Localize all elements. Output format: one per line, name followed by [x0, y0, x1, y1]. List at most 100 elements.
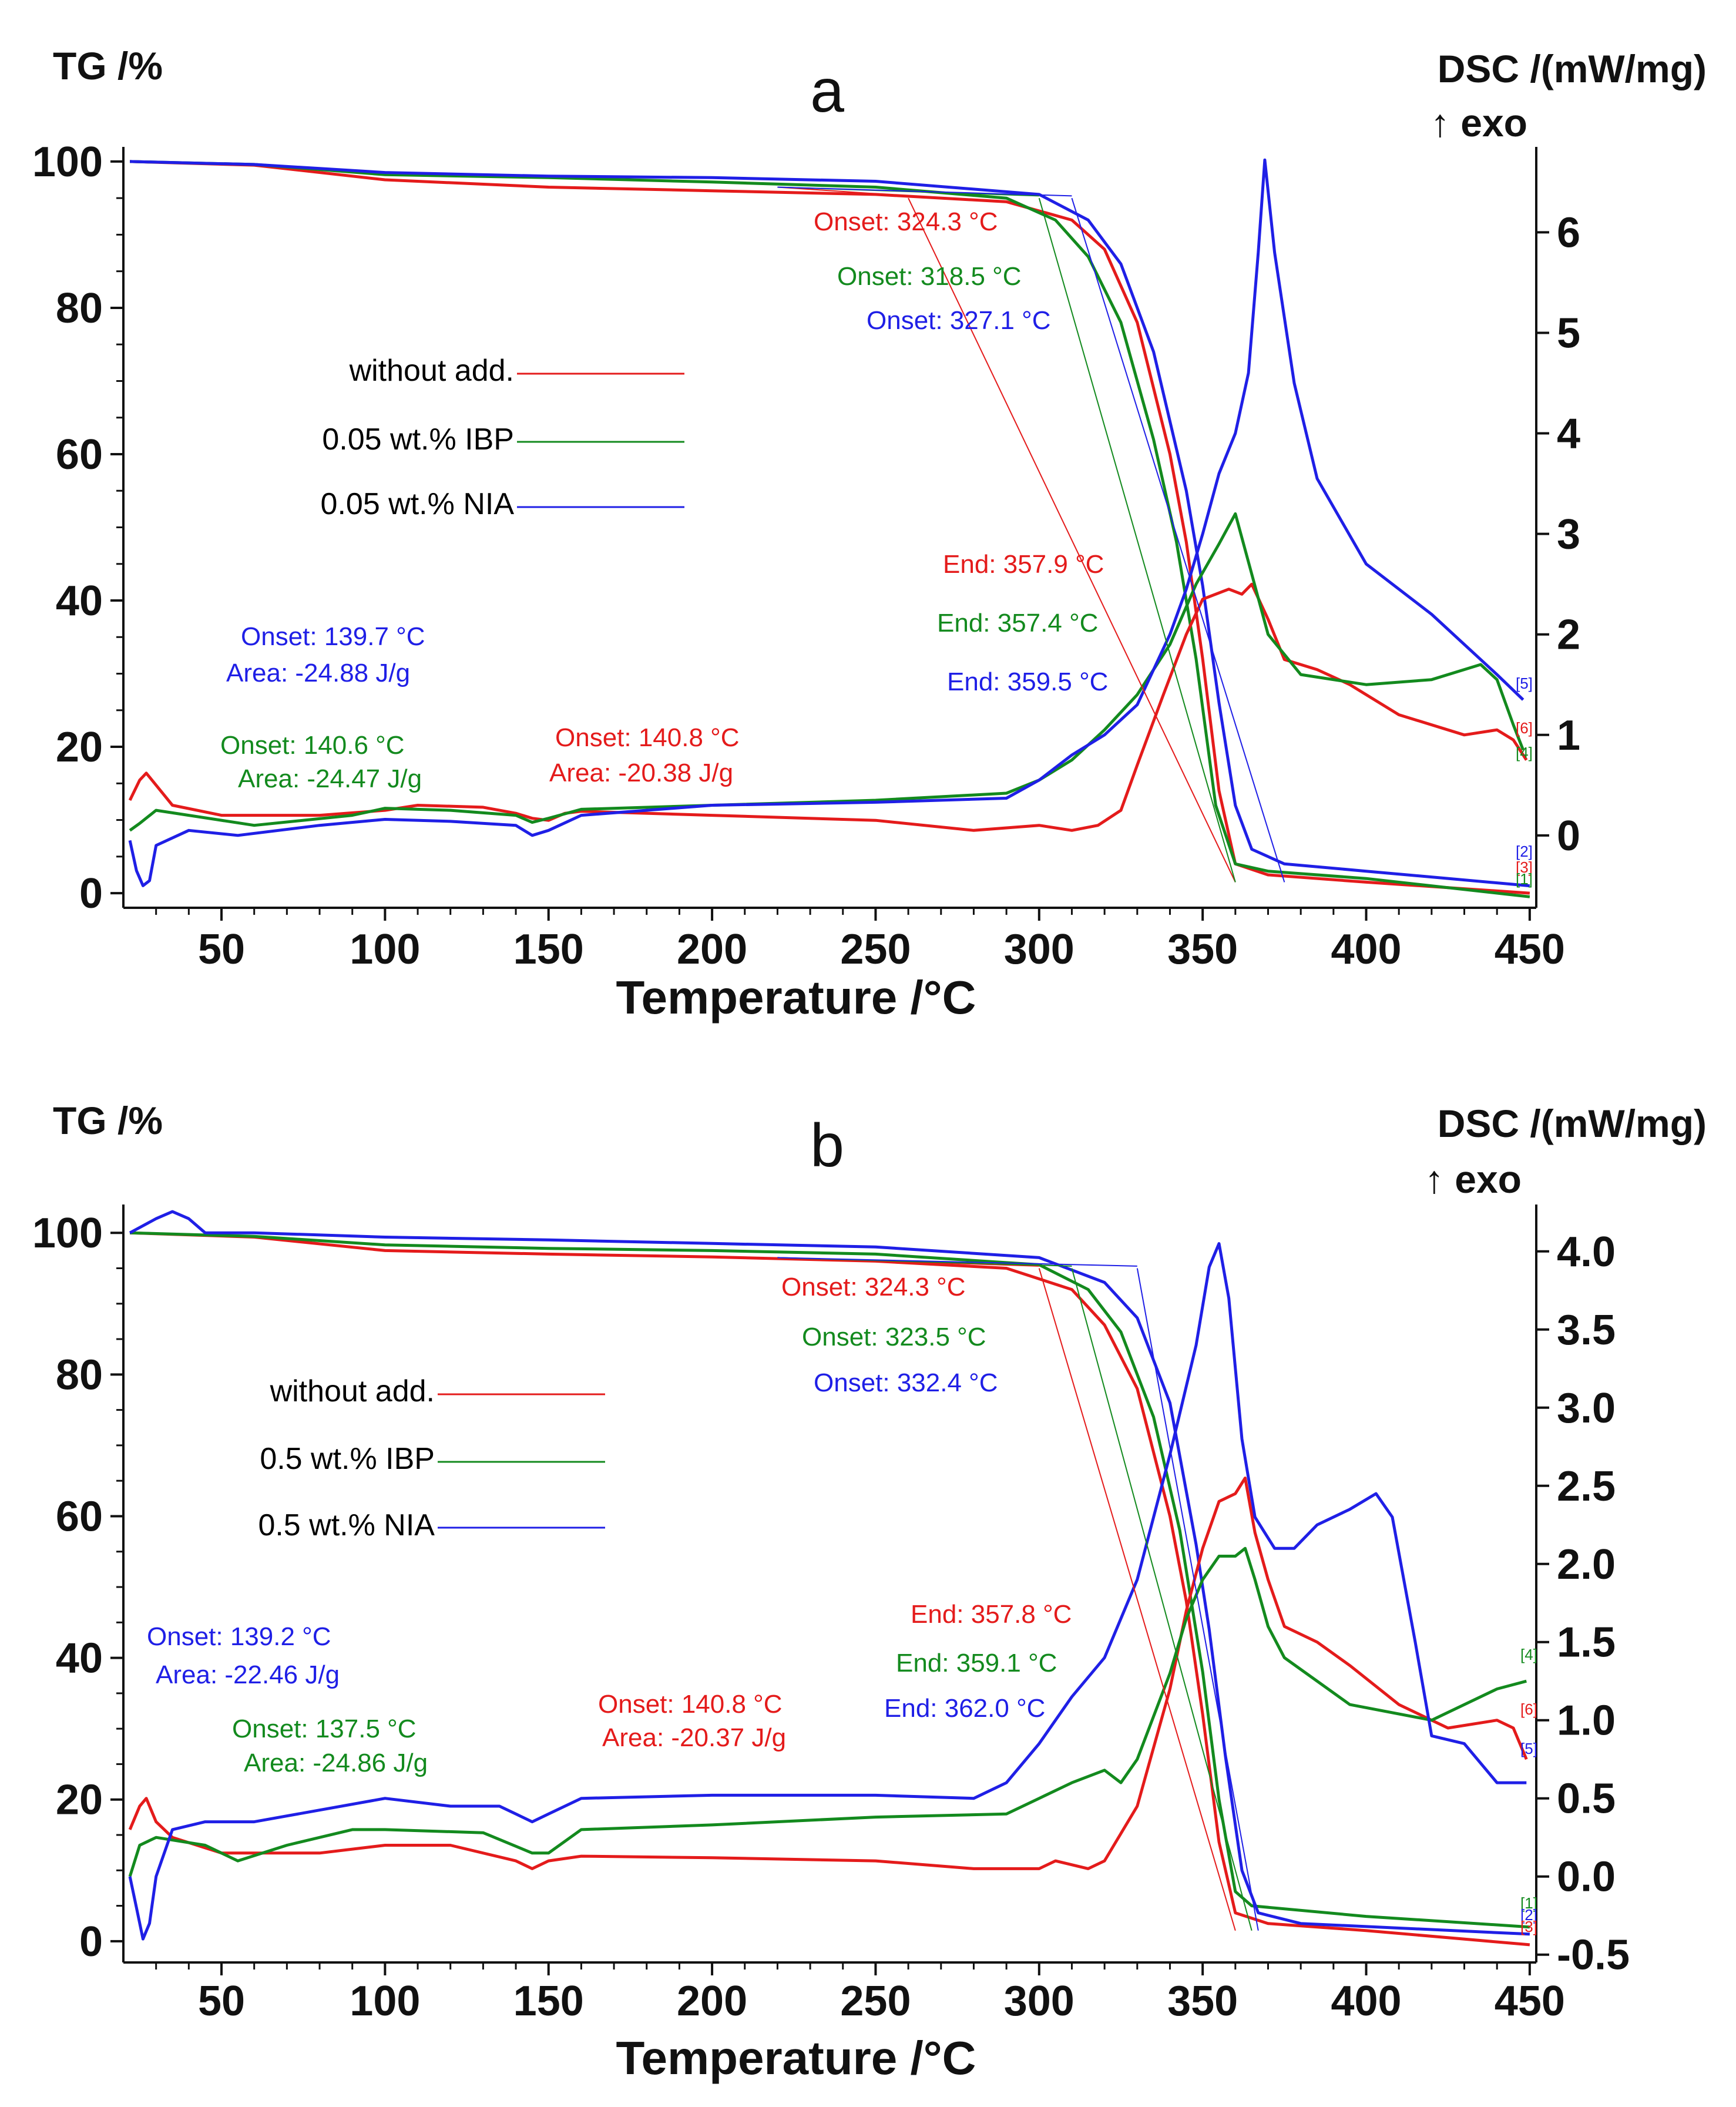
panel-b-end-tag-5: [5]	[1520, 1740, 1537, 1757]
panel-a-plot-frame	[122, 147, 1537, 909]
panel-a-ann-area-red: Area: -20.38 J/g	[549, 759, 733, 787]
panel-a-right-tick-label: 0	[1557, 813, 1580, 860]
panel-a-ann-area-blue: Area: -24.88 J/g	[226, 659, 410, 687]
panel-a-ann-onset-blue-low: Onset: 139.7 °C	[241, 622, 425, 651]
panel-b-end-tag-6: [6]	[1520, 1700, 1537, 1718]
panel-a-x-tick-label: 450	[1495, 926, 1565, 973]
panel-a-right-tick-label: 5	[1557, 310, 1580, 357]
panel-a-end-tag-3: [3]	[1516, 858, 1533, 876]
panel-b-x-tick-label: 100	[350, 1978, 420, 2025]
panel-b-left-axis-title: TG /%	[53, 1099, 163, 1142]
panel-a-title: a	[810, 57, 844, 125]
panel-b-right-tick-label: 1.0	[1557, 1697, 1616, 1744]
panel-a-x-tick-label: 50	[198, 926, 245, 973]
panel-b-right-tick-label: 4.0	[1557, 1229, 1616, 1276]
panel-a-x-tick-label: 200	[677, 926, 747, 973]
panel-b-x-tick-label: 150	[513, 1978, 584, 2025]
panel-b-x-tick-label: 450	[1495, 1978, 1565, 2025]
panel-b-series-without-add-tg	[130, 1231, 1530, 1947]
panel-b-ann-area-green: Area: -24.86 J/g	[244, 1749, 428, 1777]
panel-a-ann-onset-red-low: Onset: 140.8 °C	[555, 723, 740, 752]
panel-a-right-tick-label: 4	[1557, 411, 1580, 458]
panel-b-legend-label-blue: 0.5 wt.% NIA	[258, 1508, 435, 1542]
panel-a-right-tick-label: 1	[1557, 712, 1580, 759]
panel-a-left-tick-label: 40	[56, 578, 103, 625]
panel-b-left-tick-label: 0	[79, 1918, 103, 1965]
panel-a-ann-end-blue: End: 359.5 °C	[947, 667, 1108, 696]
panel-b-right-axis-title: DSC /(mW/mg)	[1438, 1102, 1707, 1145]
panel-b-ann-onset-green: Onset: 323.5 °C	[802, 1323, 986, 1351]
panel-b-end-tag-2: [2]	[1520, 1906, 1537, 1924]
panel-b-ann-end-red: End: 357.8 °C	[911, 1600, 1072, 1629]
panel-b-series-0-5-wt-nia-dsc	[128, 1242, 1527, 1941]
panel-a-x-tick-label: 100	[350, 926, 420, 973]
panel-a-baseline-line	[777, 186, 1072, 197]
panel-b-x-tick-label: 300	[1004, 1978, 1074, 2025]
panel-b-x-tick-label: 400	[1331, 1978, 1401, 2025]
panel-b-ann-onset-blue-low: Onset: 139.2 °C	[147, 1622, 331, 1651]
panel-b-right-tick-label: 2.5	[1557, 1463, 1616, 1510]
panel-a-end-tag-4: [4]	[1516, 744, 1533, 761]
panel-b-ann-area-red: Area: -20.37 J/g	[602, 1723, 786, 1752]
panel-a-end-tag-1: [1]	[1516, 870, 1533, 888]
panel-b-series-0-5-wt-ibp-tg	[130, 1231, 1530, 1929]
panel-a-ann-onset-blue: Onset: 327.1 °C	[867, 306, 1051, 335]
panel-a-annotation-leaders	[777, 186, 1285, 883]
panel-a-left-tick-label: 0	[79, 870, 103, 917]
panel-a-ann-end-red: End: 357.9 °C	[943, 550, 1104, 579]
panel-b-left-tick-label: 40	[56, 1635, 103, 1682]
panel-b-title: b	[810, 1112, 844, 1180]
panel-a-legend-label-blue: 0.05 wt.% NIA	[321, 487, 515, 521]
panel-b-series-0-5-wt-nia-tg	[129, 1210, 1530, 1936]
panel-a-right-tick-label: 6	[1557, 209, 1580, 256]
panel-a-x-tick-label: 250	[840, 926, 911, 973]
panel-a-series-0-05-wt-nia-tg	[130, 160, 1530, 888]
panel-a-end-tag-6: [6]	[1516, 719, 1533, 737]
panel-a-x-axis-title: Temperature /°C	[616, 971, 976, 1024]
panel-a-baseline-line	[777, 186, 909, 197]
panel-b-ann-onset-red: Onset: 324.3 °C	[781, 1273, 966, 1301]
panel-a-exo-label: ↑ exo	[1431, 101, 1527, 145]
panel-a-legend-label-green: 0.05 wt.% IBP	[322, 422, 514, 457]
panel-b-end-tag-3: [3]	[1520, 1918, 1537, 1935]
panel-b-ann-end-blue: End: 362.0 °C	[884, 1694, 1045, 1723]
panel-b-tangent-line	[1038, 1268, 1236, 1931]
panel-a-series-0-05-wt-nia-dsc	[128, 158, 1525, 887]
panel-a-end-tag-2: [2]	[1516, 843, 1533, 860]
panel-a-ann-onset-green-low: Onset: 140.6 °C	[220, 731, 405, 760]
panel-a-x-tick-label: 150	[513, 926, 584, 973]
panel-a-x-tick-label: 300	[1004, 926, 1074, 973]
panel-b: b TG /% DSC /(mW/mg) ↑ exo Temperature /…	[32, 1099, 1707, 2084]
panel-b-legend-label-green: 0.5 wt.% IBP	[260, 1442, 435, 1476]
panel-b-series-0-5-wt-ibp-dsc	[128, 1546, 1527, 1877]
panel-b-tangent-line	[1071, 1268, 1253, 1931]
panel-a-legend-label-red: without add.	[349, 354, 514, 388]
panel-a-series-without-add-dsc	[128, 582, 1528, 832]
panel-b-ann-end-green: End: 359.1 °C	[896, 1649, 1057, 1677]
panel-a-tangent-line	[1071, 197, 1285, 883]
panel-b-x-tick-label: 350	[1167, 1978, 1238, 2025]
panel-a-series	[128, 158, 1530, 898]
panel-a-left-tick-label: 60	[56, 431, 103, 478]
panel-b-series	[128, 1210, 1530, 1947]
panel-b-right-tick-label: -0.5	[1557, 1932, 1630, 1979]
panel-b-ann-onset-blue: Onset: 332.4 °C	[814, 1368, 998, 1397]
panel-a-ann-area-green: Area: -24.47 J/g	[238, 764, 422, 793]
panel-a-right-tick-label: 3	[1557, 511, 1580, 558]
panel-b-baseline-line	[777, 1257, 1137, 1267]
panel-b-left-tick-label: 80	[56, 1351, 103, 1398]
panel-a-ann-onset-green: Onset: 318.5 °C	[837, 262, 1022, 291]
panel-a-tangent-line	[908, 197, 1236, 883]
panel-a-left-tick-label: 80	[56, 285, 103, 332]
panel-a-series-0-05-wt-ibp-tg	[130, 160, 1530, 898]
panel-b-end-tag-1: [1]	[1520, 1894, 1537, 1912]
panel-b-x-tick-label: 200	[677, 1978, 747, 2025]
panel-b-ticks: 50 100 150 200 250 300 350 400 450 0 20 40 60 80 100 -0…	[32, 1210, 1630, 2025]
panel-a-right-axis-title: DSC /(mW/mg)	[1438, 47, 1707, 90]
panel-a-left-tick-label: 100	[32, 139, 103, 186]
panel-a-right-tick-label: 2	[1557, 612, 1580, 659]
panel-a-ann-onset-red: Onset: 324.3 °C	[814, 207, 998, 236]
panel-b-ann-onset-green-low: Onset: 137.5 °C	[232, 1715, 417, 1743]
panel-b-ann-onset-red-low: Onset: 140.8 °C	[598, 1690, 783, 1719]
